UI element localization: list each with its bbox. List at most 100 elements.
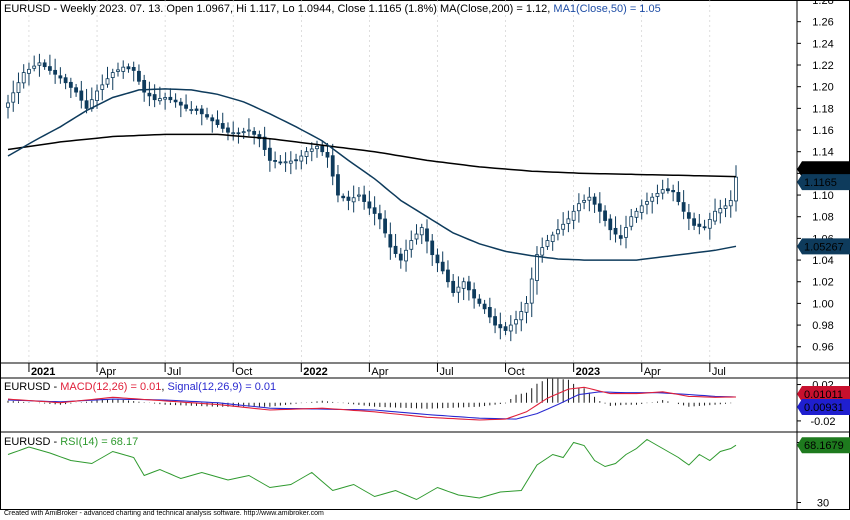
- candle-body: [241, 131, 246, 134]
- macd-y-tick-label: -0.02: [810, 416, 835, 428]
- candle-body: [283, 161, 288, 164]
- candle-body: [414, 233, 419, 240]
- candle-body: [247, 129, 251, 132]
- candle-body: [21, 72, 26, 84]
- price-y-tick-label: 1.18: [812, 103, 833, 115]
- candle-body: [346, 196, 351, 201]
- macd-title-macd: MACD(12,26) = 0.01: [60, 381, 161, 393]
- candle-body: [409, 240, 414, 250]
- candle-body: [692, 218, 697, 226]
- candle-body: [173, 99, 178, 103]
- candle-body: [147, 92, 152, 97]
- price-y-tick-label: 1.14: [812, 147, 833, 159]
- candle-body: [168, 96, 173, 101]
- candle-body: [262, 136, 267, 150]
- rsi-value-badge-label: 68.1679: [804, 440, 844, 452]
- price-y-tick-label: 0.98: [812, 320, 833, 332]
- candle-body: [446, 269, 450, 283]
- macd-line: [7, 386, 737, 421]
- candle-body: [430, 240, 435, 256]
- x-tick-label: Jul: [167, 366, 181, 378]
- candle-body: [461, 281, 466, 289]
- candle-body: [304, 151, 309, 157]
- ma200-line: [7, 133, 737, 178]
- candle-body: [95, 90, 99, 101]
- candle-body: [58, 75, 63, 79]
- candle-body: [535, 254, 539, 281]
- candle-body: [440, 261, 445, 272]
- candle-body: [16, 82, 21, 94]
- candle-body: [508, 324, 513, 332]
- signal-value-badge-label: 0.00931: [804, 402, 844, 414]
- candle-body: [524, 303, 529, 313]
- candle-body: [613, 227, 618, 235]
- x-tick-label: Oct: [235, 366, 252, 378]
- candle-body: [681, 202, 686, 212]
- candle-body: [152, 94, 157, 101]
- candle-body: [47, 66, 52, 71]
- macd-title: EURUSD - MACD(12,26) = 0.01, Signal(12,2…: [4, 381, 276, 393]
- candle-body: [121, 66, 126, 72]
- macd-title-head: EURUSD -: [4, 381, 60, 393]
- candle-body: [618, 235, 623, 239]
- candle-body: [372, 207, 377, 214]
- candle-body: [105, 78, 110, 85]
- candle-body: [362, 194, 367, 202]
- candle-body: [341, 195, 346, 199]
- candle-body: [6, 102, 10, 108]
- candle-body: [388, 234, 393, 248]
- candle-body: [587, 196, 592, 201]
- macd-value-badge-label: 0.01011: [804, 389, 843, 401]
- candle-body: [194, 108, 199, 111]
- candle-body: [288, 160, 293, 164]
- candle-body: [597, 203, 602, 212]
- candle-body: [320, 145, 325, 153]
- price-y-tick-label: 1.22: [812, 60, 833, 72]
- candle-body: [325, 152, 330, 158]
- candle-body: [493, 316, 497, 326]
- candle-body: [27, 68, 31, 74]
- candle-body: [32, 65, 37, 69]
- price-y-tick-label: 1.24: [812, 38, 833, 50]
- price-y-tick-label: 1.04: [812, 255, 833, 267]
- candle-body: [163, 97, 168, 100]
- candle-body: [110, 72, 115, 78]
- candle-body: [398, 253, 403, 261]
- candle-body: [487, 307, 492, 318]
- candle-body: [503, 326, 508, 331]
- candle-body: [100, 84, 105, 90]
- rsi-line: [7, 438, 737, 501]
- candle-body: [68, 81, 73, 88]
- candle-body: [477, 298, 482, 304]
- candle-body: [545, 240, 550, 247]
- price-y-tick-label: 1.08: [812, 212, 833, 224]
- price-y-tick-label: 1.10: [812, 190, 833, 202]
- rsi-y-tick-label: 30: [817, 498, 829, 510]
- candle-body: [226, 127, 230, 133]
- candle-body: [357, 194, 361, 197]
- candle-body: [734, 176, 738, 202]
- candle-body: [404, 249, 408, 262]
- price-y-tick-label: 1.00: [812, 298, 833, 310]
- candle-body: [220, 123, 225, 129]
- candle-body: [299, 155, 304, 162]
- candle-body: [142, 80, 147, 93]
- price-y-tick-label: 1.02: [812, 277, 833, 289]
- candle-body: [294, 159, 298, 162]
- close-price-badge-label: 1.1165: [804, 177, 837, 189]
- price-title-head: EURUSD - Weekly 2023. 07. 13. Open 1.096…: [4, 3, 553, 15]
- candle-body: [336, 174, 340, 196]
- x-tick-label: Apr: [644, 366, 661, 378]
- candle-body: [215, 119, 220, 126]
- x-tick-label: Apr: [99, 366, 116, 378]
- ma200-price-badge: [797, 161, 850, 178]
- candle-body: [634, 210, 639, 218]
- candle-body: [666, 188, 670, 192]
- candle-body: [686, 212, 691, 219]
- candle-body: [713, 210, 717, 222]
- candle-body: [566, 218, 571, 224]
- pane-titles: EURUSD - Weekly 2023. 07. 13. Open 1.096…: [4, 3, 661, 448]
- rsi-title-rsi: RSI(14) = 68.17: [60, 436, 138, 448]
